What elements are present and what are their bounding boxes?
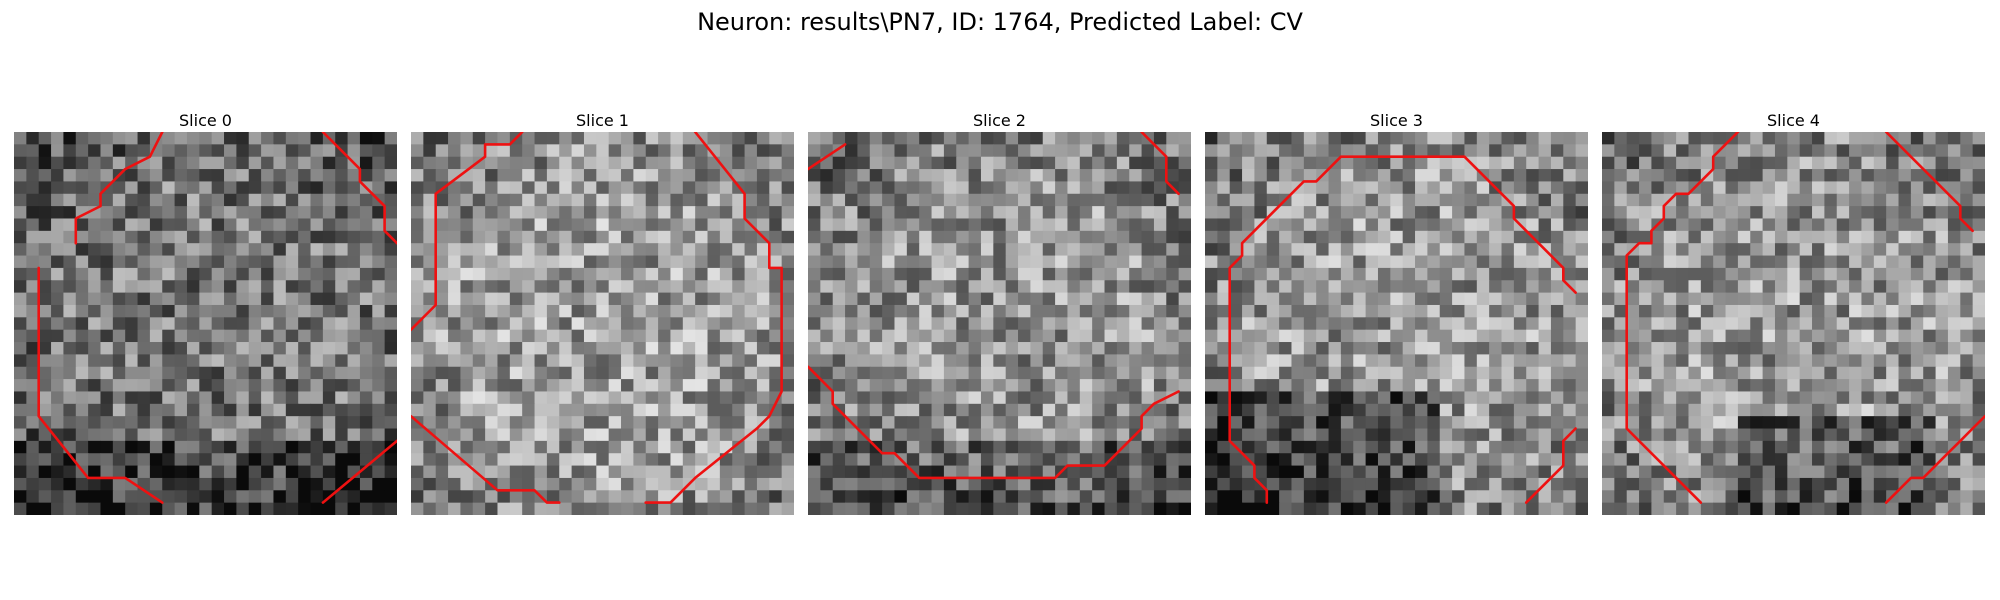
slice-panel: Slice 4 bbox=[1602, 110, 1985, 515]
slice-image bbox=[1602, 132, 1985, 515]
slice-title: Slice 3 bbox=[1370, 111, 1423, 130]
slice-title: Slice 4 bbox=[1767, 111, 1820, 130]
figure-title: Neuron: results\PN7, ID: 1764, Predicted… bbox=[697, 8, 1303, 36]
contour-line bbox=[1884, 414, 1985, 504]
slice-image bbox=[1205, 132, 1588, 515]
contour-line bbox=[37, 266, 164, 504]
slice-panel: Slice 2 bbox=[808, 110, 1191, 515]
slice-title: Slice 1 bbox=[576, 111, 629, 130]
contour-line bbox=[1140, 132, 1180, 196]
contour-line bbox=[808, 143, 847, 171]
contour-line bbox=[1228, 279, 1269, 504]
contour-line bbox=[644, 427, 759, 504]
slice-title: Slice 0 bbox=[179, 111, 232, 130]
contour-line bbox=[1625, 132, 1740, 504]
contour-line bbox=[411, 414, 561, 504]
slice-panel: Slice 3 bbox=[1205, 110, 1588, 515]
slice-image bbox=[14, 132, 397, 515]
contour-line bbox=[693, 132, 783, 430]
contour-line bbox=[1228, 155, 1577, 294]
contour-line bbox=[1524, 427, 1577, 504]
slice-title: Slice 2 bbox=[973, 111, 1026, 130]
slice-image bbox=[808, 132, 1191, 515]
slice-panel: Slice 1 bbox=[411, 110, 794, 515]
contour-line bbox=[321, 132, 397, 245]
contour-line bbox=[1884, 132, 1974, 233]
slice-image bbox=[411, 132, 794, 515]
contour-line bbox=[411, 132, 524, 331]
slice-panel: Slice 0 bbox=[14, 110, 397, 515]
contour-line bbox=[74, 132, 164, 245]
contour-line bbox=[321, 439, 397, 504]
contour-line bbox=[808, 365, 1180, 480]
